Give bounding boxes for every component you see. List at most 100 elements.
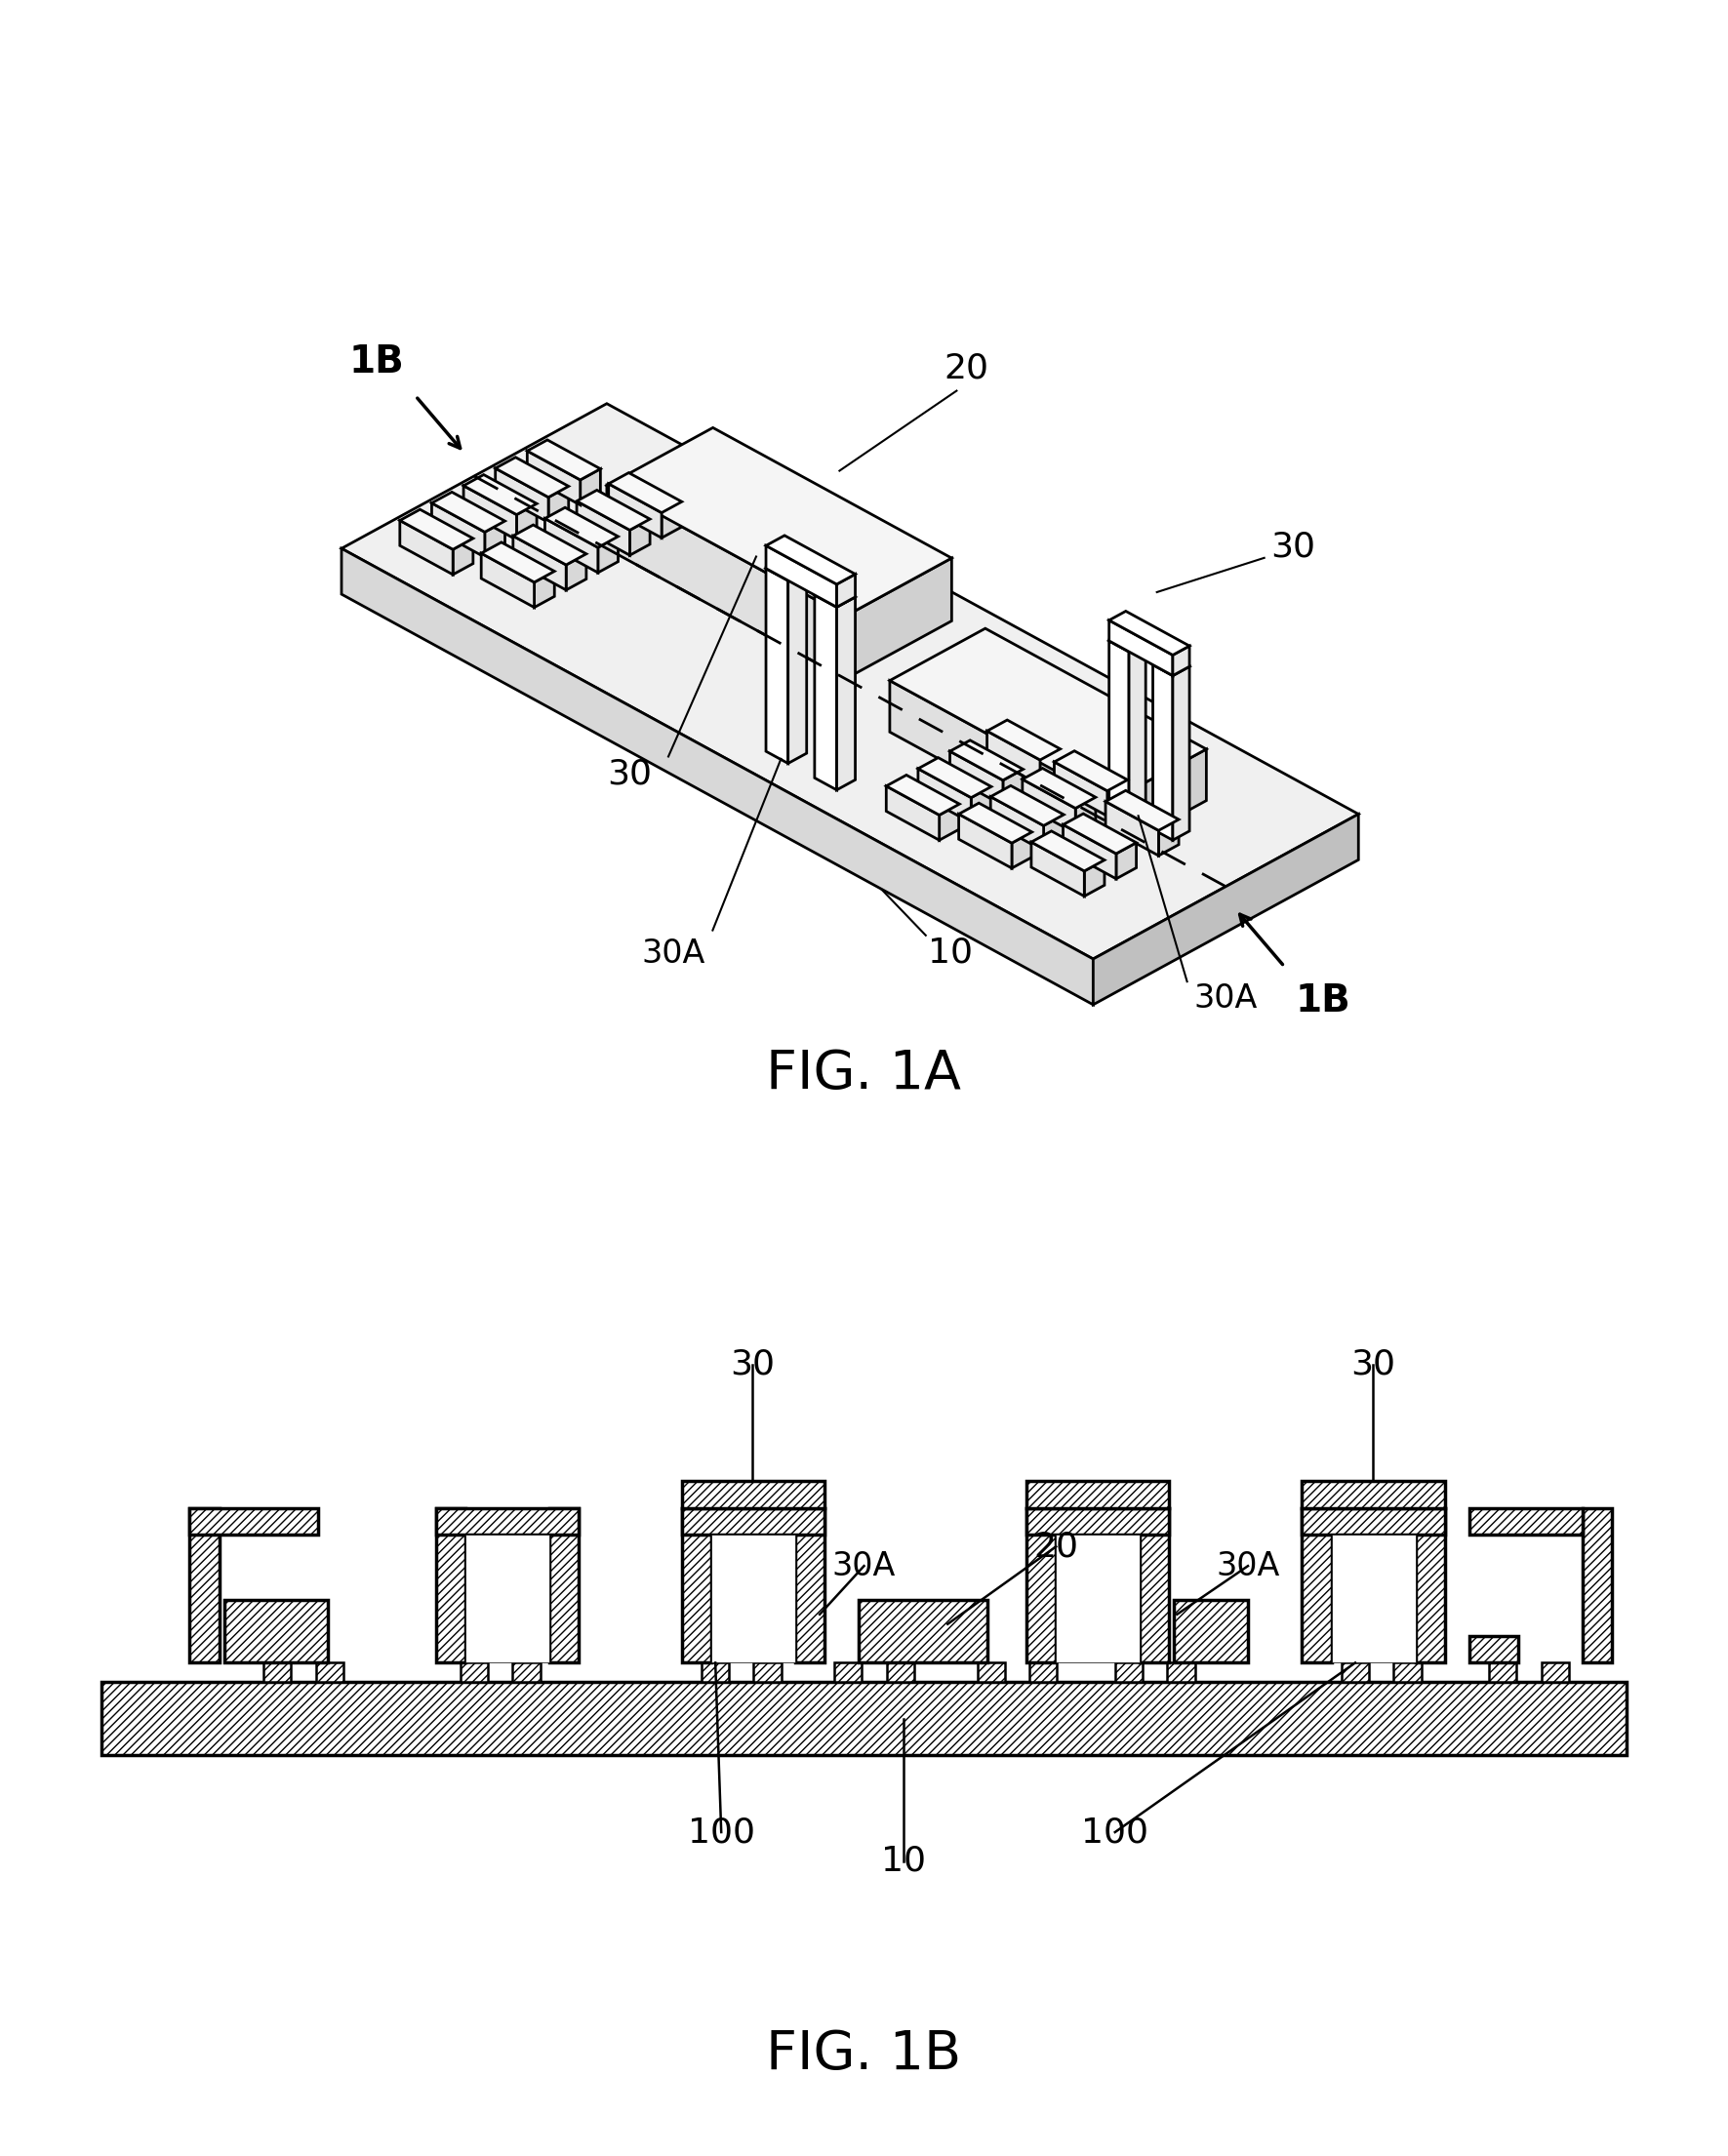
Polygon shape bbox=[766, 545, 836, 608]
Bar bbox=[1303, 1481, 1445, 1507]
Bar bbox=[1469, 1636, 1519, 1662]
Bar bbox=[1490, 1662, 1517, 1682]
Polygon shape bbox=[814, 584, 855, 608]
Text: 10: 10 bbox=[928, 936, 973, 968]
Polygon shape bbox=[399, 509, 473, 550]
Text: 1B: 1B bbox=[349, 343, 404, 379]
Polygon shape bbox=[513, 537, 567, 591]
Bar bbox=[978, 1662, 1004, 1682]
Polygon shape bbox=[432, 492, 505, 533]
Polygon shape bbox=[608, 472, 683, 513]
Polygon shape bbox=[766, 569, 788, 763]
Bar bbox=[1303, 1507, 1332, 1662]
Bar bbox=[1030, 1662, 1058, 1682]
Bar bbox=[702, 1662, 729, 1682]
Polygon shape bbox=[496, 457, 569, 498]
Bar bbox=[683, 1481, 824, 1507]
Bar bbox=[1140, 1507, 1170, 1662]
Text: 100: 100 bbox=[1082, 1815, 1149, 1848]
Bar bbox=[190, 1507, 219, 1662]
Polygon shape bbox=[990, 798, 1044, 852]
Polygon shape bbox=[1111, 748, 1206, 854]
Polygon shape bbox=[1108, 780, 1127, 815]
Bar bbox=[460, 1662, 487, 1682]
Polygon shape bbox=[1013, 832, 1032, 869]
Polygon shape bbox=[1153, 655, 1189, 675]
Text: FIG. 1A: FIG. 1A bbox=[766, 1048, 961, 1100]
Bar bbox=[683, 1507, 824, 1535]
Polygon shape bbox=[513, 524, 586, 565]
Bar bbox=[435, 1507, 579, 1535]
Polygon shape bbox=[1153, 664, 1173, 841]
Polygon shape bbox=[662, 502, 683, 537]
Polygon shape bbox=[1063, 826, 1116, 880]
Polygon shape bbox=[814, 595, 836, 789]
Polygon shape bbox=[1109, 640, 1128, 817]
Bar bbox=[1026, 1481, 1170, 1507]
Bar bbox=[100, 1682, 1628, 1755]
Polygon shape bbox=[766, 535, 855, 584]
Bar bbox=[1166, 1662, 1194, 1682]
Polygon shape bbox=[1044, 815, 1064, 852]
Polygon shape bbox=[629, 520, 650, 556]
Bar bbox=[795, 1507, 824, 1662]
Bar bbox=[1415, 1507, 1445, 1662]
Bar bbox=[1026, 1507, 1170, 1535]
Polygon shape bbox=[886, 787, 940, 841]
Polygon shape bbox=[577, 500, 629, 556]
Polygon shape bbox=[453, 539, 473, 573]
Bar bbox=[513, 1662, 541, 1682]
Polygon shape bbox=[959, 815, 1013, 869]
Text: 30: 30 bbox=[731, 1348, 776, 1382]
Polygon shape bbox=[548, 487, 569, 522]
Bar bbox=[753, 1662, 781, 1682]
Polygon shape bbox=[527, 451, 581, 505]
Polygon shape bbox=[534, 571, 555, 608]
Polygon shape bbox=[399, 520, 453, 573]
Polygon shape bbox=[527, 440, 600, 481]
Polygon shape bbox=[918, 757, 992, 798]
Polygon shape bbox=[1109, 632, 1146, 651]
Polygon shape bbox=[890, 627, 1206, 802]
Polygon shape bbox=[836, 597, 855, 789]
Bar bbox=[1332, 1535, 1415, 1662]
Polygon shape bbox=[1002, 770, 1023, 806]
Polygon shape bbox=[1173, 647, 1189, 675]
Bar bbox=[859, 1600, 987, 1662]
Text: 30A: 30A bbox=[1217, 1550, 1280, 1583]
Polygon shape bbox=[1054, 761, 1108, 815]
Polygon shape bbox=[1083, 860, 1104, 897]
Polygon shape bbox=[971, 787, 992, 824]
Polygon shape bbox=[1109, 610, 1189, 655]
Polygon shape bbox=[496, 468, 548, 522]
Polygon shape bbox=[886, 774, 959, 815]
Polygon shape bbox=[432, 502, 486, 556]
Bar bbox=[1115, 1662, 1142, 1682]
Text: 10: 10 bbox=[881, 1846, 926, 1878]
Bar bbox=[835, 1662, 862, 1682]
Bar bbox=[263, 1662, 290, 1682]
Text: 20: 20 bbox=[943, 351, 988, 384]
Polygon shape bbox=[607, 485, 845, 679]
Text: 30A: 30A bbox=[641, 938, 705, 970]
Polygon shape bbox=[608, 483, 662, 537]
Bar bbox=[1303, 1507, 1445, 1535]
Polygon shape bbox=[1054, 750, 1127, 791]
Polygon shape bbox=[845, 558, 952, 679]
Text: 20: 20 bbox=[1033, 1531, 1078, 1563]
Text: 30A: 30A bbox=[833, 1550, 895, 1583]
Polygon shape bbox=[788, 571, 807, 763]
Polygon shape bbox=[1023, 778, 1075, 834]
Polygon shape bbox=[1109, 621, 1173, 675]
Bar bbox=[1393, 1662, 1420, 1682]
Bar bbox=[1026, 1507, 1056, 1662]
Bar bbox=[886, 1662, 914, 1682]
Bar bbox=[225, 1600, 328, 1662]
Polygon shape bbox=[950, 740, 1023, 780]
Bar bbox=[1056, 1535, 1140, 1662]
Text: 30: 30 bbox=[1272, 530, 1317, 563]
Polygon shape bbox=[950, 750, 1002, 806]
Polygon shape bbox=[1106, 802, 1158, 856]
Bar bbox=[1583, 1507, 1612, 1662]
Polygon shape bbox=[463, 485, 517, 539]
